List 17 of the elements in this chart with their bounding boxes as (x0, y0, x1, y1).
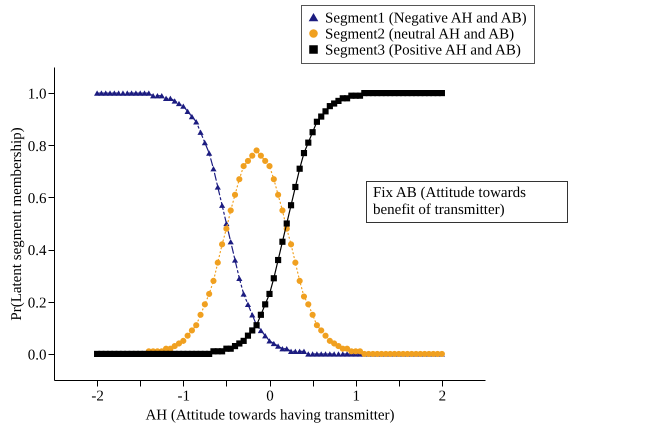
x-tick-label: 2 (438, 388, 446, 404)
note-box: Fix AB (Attitude towards benefit of transmitter) (366, 181, 568, 223)
legend-label: Segment3 (Positive AH and AB) (325, 42, 521, 58)
x-tick-label: 0 (266, 388, 274, 404)
y-tick-label: 0.4 (28, 243, 47, 260)
x-axis-title: AH (Attitude towards having transmitter) (145, 408, 395, 424)
y-axis-title: Pr(Latent segment membership) (8, 127, 25, 321)
y-tick-label: 0.6 (28, 190, 47, 207)
y-tick-label: 0.2 (28, 295, 46, 312)
x-tick-label: -1 (178, 388, 190, 404)
y-tick-label: 1.0 (28, 86, 46, 103)
x-tick-label: 1 (352, 388, 360, 404)
x-tick-label: -2 (91, 388, 104, 404)
y-tick-label: 0.0 (28, 347, 46, 364)
y-tick-label: 0.8 (28, 138, 46, 155)
legend-label: Segment1 (Negative AH and AB) (325, 10, 527, 26)
legend-label: Segment2 (neutral AH and AB) (325, 26, 514, 42)
